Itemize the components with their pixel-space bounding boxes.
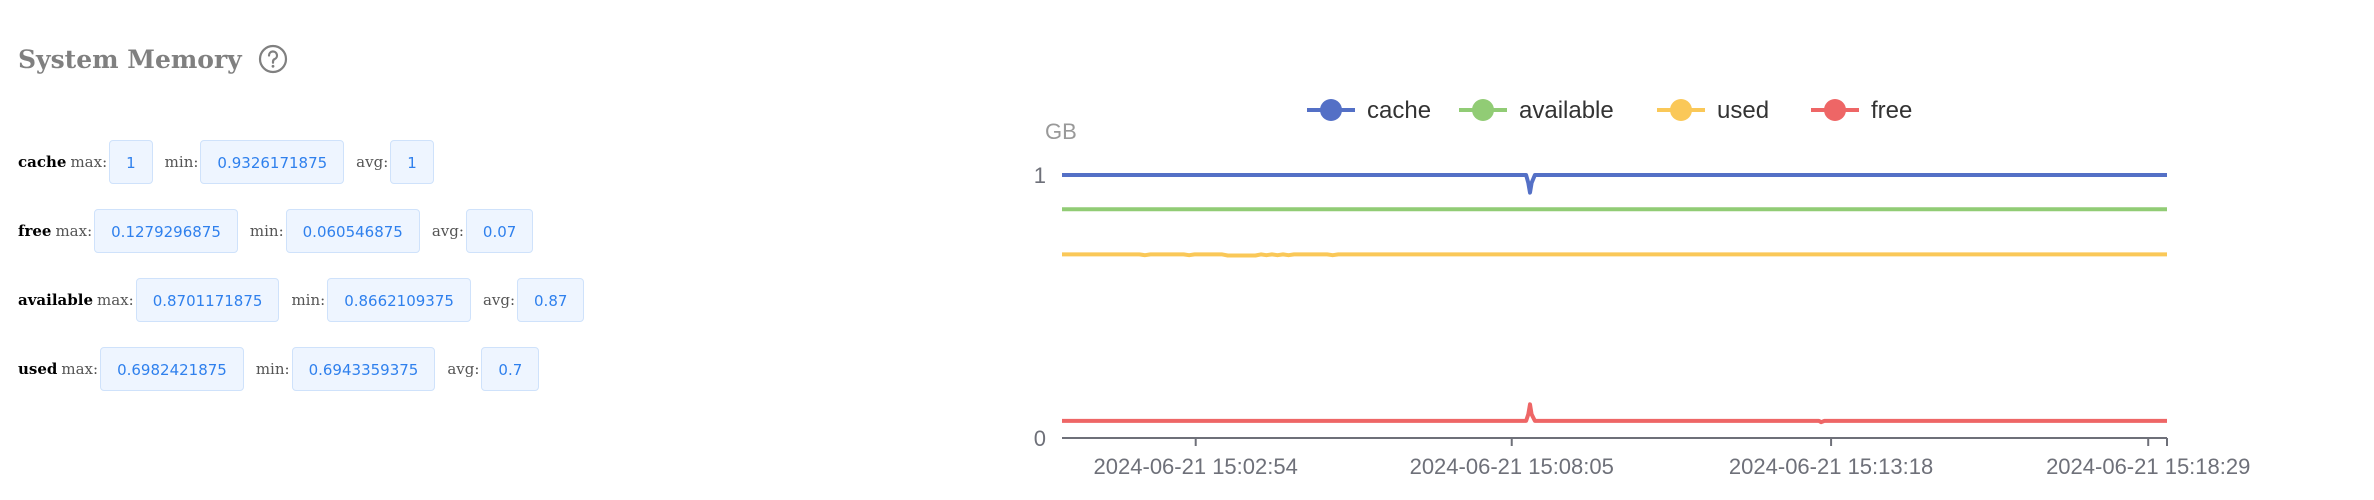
- avg-label: avg:: [356, 153, 389, 171]
- avg-label: avg:: [431, 222, 464, 240]
- min-label: min:: [255, 360, 290, 378]
- panel-title: System Memory: [18, 44, 242, 74]
- series-line-cache: [1062, 173, 2167, 195]
- x-axis-ticks: 2024-06-21 15:02:54 2024-06-21 15:08:05 20…: [1094, 438, 2250, 479]
- legend-label: free: [1871, 97, 1912, 124]
- avg-value: 1: [390, 140, 434, 184]
- legend-label: cache: [1367, 97, 1431, 124]
- legend-item-available[interactable]: available: [1459, 97, 1614, 124]
- legend-marker: [1320, 99, 1342, 121]
- chart-legend: cache available used free: [1307, 97, 1912, 124]
- max-label: max:: [61, 360, 99, 378]
- legend-label: available: [1519, 97, 1614, 124]
- legend-item-cache[interactable]: cache: [1307, 97, 1431, 124]
- avg-label: avg:: [447, 360, 480, 378]
- chart-series: [1062, 173, 2167, 425]
- min-label: min:: [249, 222, 284, 240]
- max-label: max:: [97, 291, 134, 309]
- stat-row-cache: cache max: 1 min: 0.9326171875 avg: 1: [18, 140, 434, 184]
- x-tick-label: 2024-06-21 15:18:29: [2046, 454, 2250, 479]
- min-label: min:: [164, 153, 199, 171]
- panel-header: System Memory: [18, 44, 288, 74]
- metric-label: used: [18, 360, 58, 378]
- legend-marker: [1824, 99, 1846, 121]
- max-value: 0.6982421875: [100, 347, 244, 391]
- avg-value: 0.07: [465, 209, 534, 253]
- series-line-free: [1062, 402, 2167, 425]
- max-value: 0.1279296875: [94, 209, 238, 253]
- x-tick-label: 2024-06-21 15:02:54: [1094, 454, 1298, 479]
- y-axis-ticks: 01: [1034, 163, 1046, 451]
- stat-row-used: used max: 0.6982421875 min: 0.6943359375…: [18, 347, 540, 391]
- stat-row-available: available max: 0.8701171875 min: 0.86621…: [18, 278, 585, 322]
- max-label: max:: [55, 222, 93, 240]
- min-value: 0.060546875: [285, 209, 420, 253]
- y-axis-label: GB: [1045, 119, 1077, 144]
- x-tick-label: 2024-06-21 15:08:05: [1410, 454, 1614, 479]
- max-value: 1: [109, 140, 153, 184]
- stat-row-free: free max: 0.1279296875 min: 0.060546875 …: [18, 209, 534, 253]
- x-tick-label: 2024-06-21 15:13:18: [1729, 454, 1933, 479]
- series-line-used: [1062, 252, 2167, 258]
- min-value: 0.6943359375: [291, 347, 436, 391]
- max-value: 0.8701171875: [135, 278, 280, 322]
- avg-value: 0.87: [517, 278, 585, 322]
- y-tick-label: 1: [1034, 163, 1046, 188]
- legend-marker: [1670, 99, 1692, 121]
- legend-item-free[interactable]: free: [1811, 97, 1912, 124]
- question-circle-icon[interactable]: [258, 44, 288, 74]
- max-label: max:: [70, 153, 108, 171]
- y-tick-label: 0: [1034, 426, 1046, 451]
- metric-label: free: [18, 222, 52, 240]
- avg-value: 0.7: [481, 347, 540, 391]
- min-label: min:: [291, 291, 326, 309]
- min-value: 0.8662109375: [327, 278, 471, 322]
- legend-label: used: [1717, 97, 1769, 124]
- metric-label: available: [18, 291, 93, 309]
- legend-item-used[interactable]: used: [1657, 97, 1769, 124]
- avg-label: avg:: [482, 291, 516, 309]
- metric-label: cache: [18, 153, 67, 171]
- min-value: 0.9326171875: [200, 140, 345, 184]
- legend-marker: [1472, 99, 1494, 121]
- memory-line-chart: cache available used free GB 01 2024-06-21 …: [1034, 97, 2251, 479]
